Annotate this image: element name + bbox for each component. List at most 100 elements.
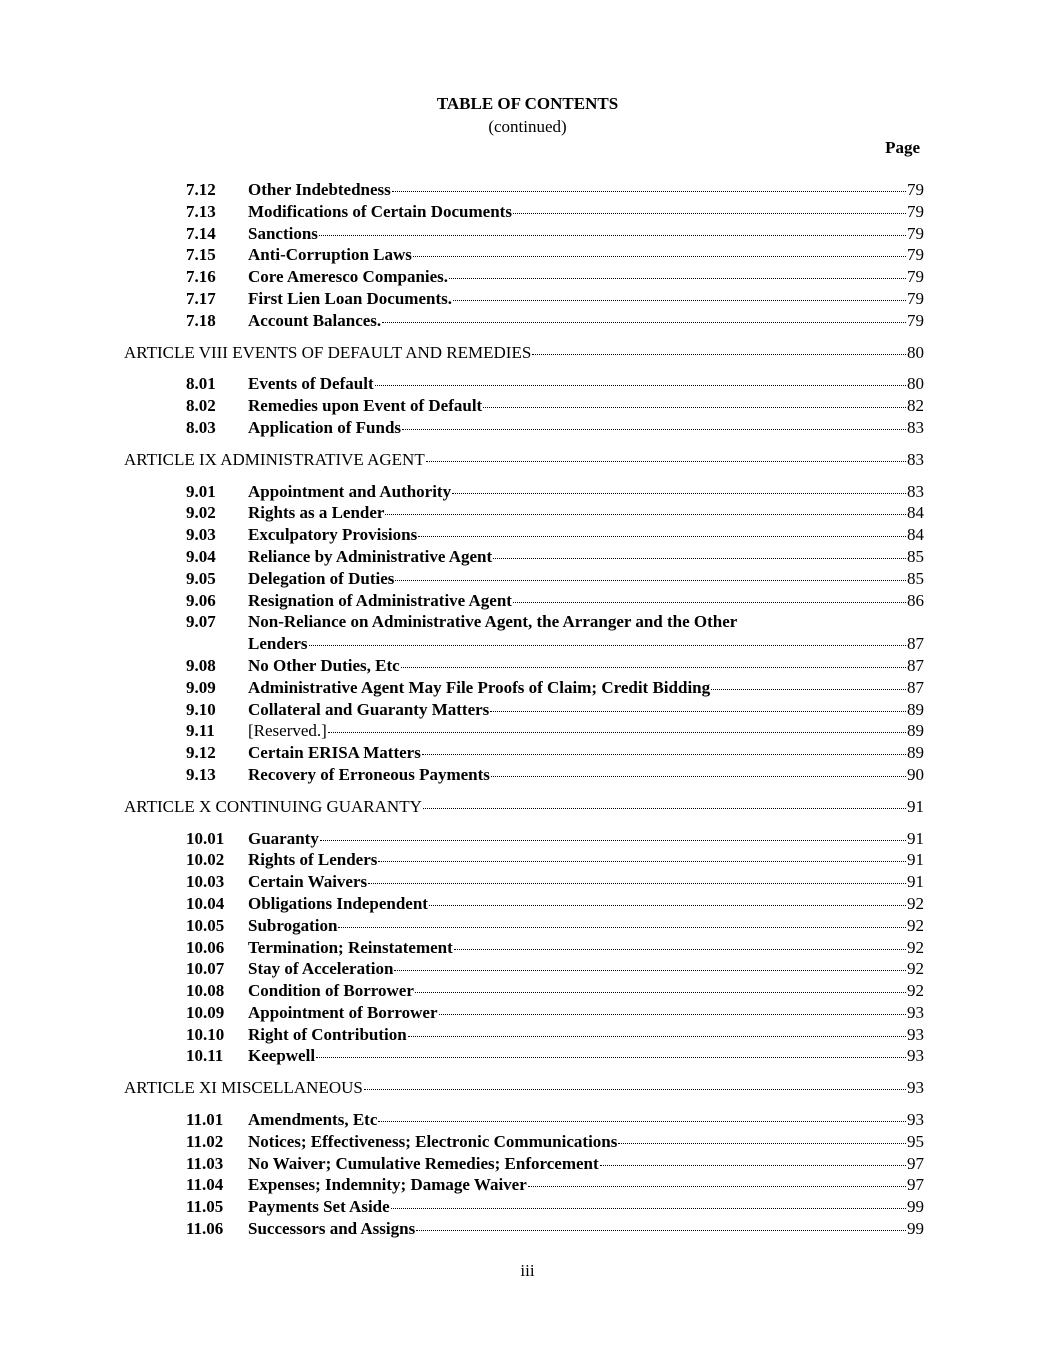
toc-section-entry[interactable]: 7.14 Sanctions 79 bbox=[124, 223, 924, 245]
toc-section-entry[interactable]: 10.09 Appointment of Borrower 93 bbox=[124, 1002, 924, 1024]
toc-article-entry[interactable]: ARTICLE XI MISCELLANEOUS 93 bbox=[124, 1077, 924, 1099]
page-ref: 86 bbox=[907, 590, 924, 610]
dot-leader bbox=[407, 1035, 906, 1037]
page-ref: 99 bbox=[907, 1197, 924, 1217]
toc-section-entry[interactable]: 11.03 No Waiver; Cumulative Remedies; Enf… bbox=[124, 1153, 924, 1175]
page-ref: 82 bbox=[907, 396, 924, 416]
dot-leader bbox=[711, 688, 906, 690]
dot-leader bbox=[363, 1089, 906, 1091]
page-ref: 79 bbox=[907, 180, 924, 199]
toc-section-entry[interactable]: 9.05 Delegation of Duties 85 bbox=[124, 568, 924, 590]
toc-section-entry[interactable]: 11.05 Payments Set Aside 99 bbox=[124, 1196, 924, 1218]
toc-section-entry[interactable]: 9.01 Appointment and Authority 83 bbox=[124, 481, 924, 503]
dot-leader bbox=[374, 385, 906, 387]
page-ref: 91 bbox=[907, 872, 924, 892]
toc-section-entry[interactable]: 7.18 Account Balances. 79 bbox=[124, 310, 924, 332]
section-title: Amendments, Etc bbox=[248, 1110, 378, 1130]
toc-section-entry[interactable]: 10.07 Stay of Acceleration 92 bbox=[124, 958, 924, 980]
section-title: Right of Contribution bbox=[248, 1024, 407, 1044]
page-ref: 93 bbox=[907, 1024, 924, 1044]
toc-section-entry[interactable]: 11.06 Successors and Assigns 99 bbox=[124, 1218, 924, 1240]
toc-section-entry[interactable]: 7.17 First Lien Loan Documents. 79 bbox=[124, 288, 924, 310]
page-ref: 91 bbox=[907, 850, 924, 870]
toc-section-entry[interactable]: 9.07 Non-Reliance on Administrative Agent… bbox=[124, 611, 924, 633]
dot-leader bbox=[308, 645, 906, 647]
section-number: 11.06 bbox=[186, 1219, 224, 1239]
section-number: 11.02 bbox=[186, 1131, 224, 1151]
toc-section-entry[interactable]: 9.04 Reliance by Administrative Agent 85 bbox=[124, 546, 924, 568]
dot-leader bbox=[418, 536, 906, 538]
page-ref: 84 bbox=[907, 503, 924, 523]
toc-section-entry[interactable]: 10.01 Guaranty 91 bbox=[124, 828, 924, 850]
toc-section-entry[interactable]: 9.06 Resignation of Administrative Agent 8… bbox=[124, 590, 924, 612]
section-title: Account Balances. bbox=[248, 310, 382, 330]
page-ref: 93 bbox=[907, 1078, 924, 1098]
section-title: Sanctions bbox=[248, 223, 318, 243]
toc-section-entry[interactable]: 10.11 Keepwell 93 bbox=[124, 1045, 924, 1067]
toc-section-entry[interactable]: 8.03 Application of Funds 83 bbox=[124, 417, 924, 439]
toc-article-entry[interactable]: ARTICLE IX ADMINISTRATIVE AGENT 83 bbox=[124, 449, 924, 471]
toc-section-entry[interactable]: 9.03 Exculpatory Provisions 84 bbox=[124, 524, 924, 546]
section-title: Stay of Acceleration bbox=[248, 959, 394, 979]
section-number: 8.01 bbox=[186, 374, 216, 394]
section-number: 7.16 bbox=[186, 267, 216, 287]
section-title: Core Ameresco Companies. bbox=[248, 267, 449, 287]
section-number: 9.06 bbox=[186, 590, 216, 610]
toc-section-entry[interactable]: 11.02 Notices; Effectiveness; Electronic … bbox=[124, 1131, 924, 1153]
section-number: 10.04 bbox=[186, 893, 225, 913]
toc-section-entry[interactable]: 9.13 Recovery of Erroneous Payments 90 bbox=[124, 764, 924, 786]
toc-section-entry[interactable]: 7.12 Other Indebtedness 79 bbox=[124, 179, 924, 201]
toc-section-entry[interactable]: 9.08 No Other Duties, Etc 87 bbox=[124, 655, 924, 677]
toc-section-entry[interactable]: 10.03 Certain Waivers 91 bbox=[124, 871, 924, 893]
section-number: 9.04 bbox=[186, 546, 216, 566]
page-ref: 84 bbox=[907, 525, 924, 545]
section-title: Exculpatory Provisions bbox=[248, 525, 418, 545]
toc-section-entry[interactable]: 10.06 Termination; Reinstatement 92 bbox=[124, 937, 924, 959]
toc-section-entry[interactable]: 7.15 Anti-Corruption Laws 79 bbox=[124, 244, 924, 266]
dot-leader bbox=[527, 1186, 906, 1188]
toc-article-entry[interactable]: ARTICLE VIII EVENTS OF DEFAULT AND REMED… bbox=[124, 342, 924, 364]
dot-leader bbox=[385, 514, 906, 516]
toc-section-entry[interactable]: 10.05 Subrogation 92 bbox=[124, 915, 924, 937]
dot-leader bbox=[395, 579, 906, 581]
section-number: 10.11 bbox=[186, 1046, 224, 1066]
toc-section-entry[interactable]: 7.16 Core Ameresco Companies. 79 bbox=[124, 266, 924, 288]
section-number: 7.17 bbox=[186, 288, 216, 308]
page-number: iii bbox=[520, 1261, 535, 1280]
toc-section-entry[interactable]: 11.01 Amendments, Etc 93 bbox=[124, 1109, 924, 1131]
toc-section-entry[interactable]: 8.01 Events of Default 80 bbox=[124, 373, 924, 395]
toc-section-entry[interactable]: 10.10 Right of Contribution 93 bbox=[124, 1024, 924, 1046]
dot-leader bbox=[453, 299, 906, 301]
dot-leader bbox=[400, 666, 906, 668]
dot-leader bbox=[618, 1142, 906, 1144]
toc-article-entry[interactable]: ARTICLE X CONTINUING GUARANTY 91 bbox=[124, 796, 924, 818]
toc-section-entry[interactable]: 7.13 Modifications of Certain Documents 79 bbox=[124, 201, 924, 223]
section-number: 11.04 bbox=[186, 1175, 224, 1195]
dot-leader bbox=[327, 732, 906, 734]
article-title: ARTICLE X CONTINUING GUARANTY bbox=[124, 796, 422, 816]
toc-section-entry[interactable]: 11.04 Expenses; Indemnity; Damage Waiver 9… bbox=[124, 1174, 924, 1196]
toc-section-entry[interactable]: 10.08 Condition of Borrower 92 bbox=[124, 980, 924, 1002]
page-ref: 92 bbox=[907, 959, 924, 979]
section-number: 10.06 bbox=[186, 937, 225, 957]
section-number: 9.13 bbox=[186, 764, 216, 784]
section-title: Subrogation bbox=[248, 915, 338, 935]
page-ref: 89 bbox=[907, 743, 924, 763]
page-ref: 89 bbox=[907, 721, 924, 741]
dot-leader bbox=[412, 256, 906, 258]
toc-section-entry[interactable]: 9.02 Rights as a Lender 84 bbox=[124, 502, 924, 524]
toc-section-entry[interactable]: 10.02 Rights of Lenders 91 bbox=[124, 849, 924, 871]
toc-section-entry[interactable]: 9.10 Collateral and Guaranty Matters 89 bbox=[124, 699, 924, 721]
toc-section-entry[interactable]: 9.09 Administrative Agent May File Proofs… bbox=[124, 677, 924, 699]
page-ref: 92 bbox=[907, 981, 924, 1001]
section-number: 10.03 bbox=[186, 872, 225, 892]
toc-section-entry[interactable]: 9.11 [Reserved.] 89 bbox=[124, 720, 924, 742]
toc-section-entry[interactable]: 9.12 Certain ERISA Matters 89 bbox=[124, 742, 924, 764]
toc-section-entry[interactable]: 8.02 Remedies upon Event of Default 82 bbox=[124, 395, 924, 417]
toc-section-entry[interactable]: 10.04 Obligations Independent 92 bbox=[124, 893, 924, 915]
section-title: Application of Funds bbox=[248, 417, 402, 437]
toc-section-entry-continued[interactable]: Lenders 87 bbox=[124, 633, 924, 655]
section-title: Rights of Lenders bbox=[248, 850, 378, 870]
dot-leader bbox=[316, 1057, 906, 1059]
section-number: 9.11 bbox=[186, 721, 215, 741]
